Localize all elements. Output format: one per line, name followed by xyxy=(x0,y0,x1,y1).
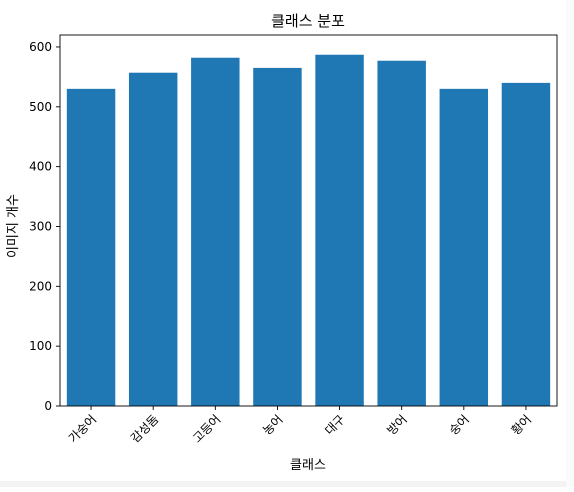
bar xyxy=(501,82,551,407)
x-tick-label: 감성돔 xyxy=(128,412,161,445)
bar xyxy=(191,57,240,407)
y-tick-label: 100 xyxy=(29,339,52,353)
x-ticks: 가숭어 감성돔 고등어 농어 대구 방어 숭어 황어 xyxy=(66,406,534,446)
y-tick-label: 400 xyxy=(29,160,52,174)
y-axis-label: 이미지 개수 xyxy=(6,194,21,258)
plot-frame xyxy=(59,34,558,407)
bar xyxy=(128,72,178,406)
y-tick-label: 0 xyxy=(44,399,52,413)
bar xyxy=(377,60,426,406)
x-tick-label: 대구 xyxy=(322,412,348,438)
x-tick-label: 가숭어 xyxy=(66,412,99,445)
x-axis-label: 클래스 xyxy=(290,458,326,473)
x-tick-label: 고등어 xyxy=(190,412,223,445)
y-ticks: 0 100 200 300 400 500 600 xyxy=(29,40,60,413)
bar xyxy=(253,67,302,406)
x-tick-label: 방어 xyxy=(384,412,410,438)
axes-layer xyxy=(59,34,558,407)
bar xyxy=(439,88,489,406)
bars-layer xyxy=(66,54,551,407)
x-tick-label: 황어 xyxy=(509,412,535,438)
y-tick-label: 600 xyxy=(29,40,52,54)
right-strip xyxy=(566,0,574,487)
x-tick-label: 농어 xyxy=(260,412,286,438)
x-tick-label: 숭어 xyxy=(446,412,472,438)
y-tick-label: 200 xyxy=(29,279,52,293)
y-tick-label: 300 xyxy=(29,219,52,233)
y-tick-label: 500 xyxy=(29,100,52,114)
bar xyxy=(315,54,364,406)
bar xyxy=(66,88,116,406)
chart-title: 클래스 분포 xyxy=(271,12,345,30)
bottom-strip xyxy=(0,481,574,487)
